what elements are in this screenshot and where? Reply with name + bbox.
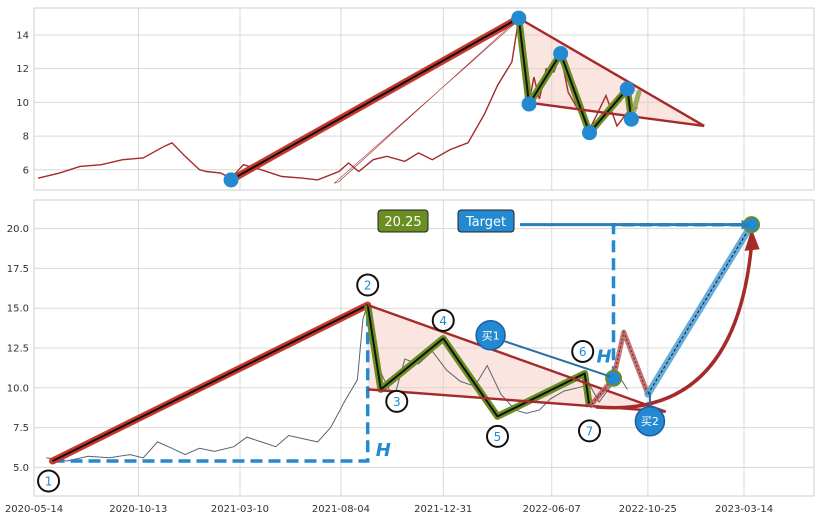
pivot-label-circle [356,273,380,297]
y-tick-label: 10 [16,98,29,109]
x-tick-label: 2021-12-31 [414,504,472,515]
pivot-label-circle [37,469,61,493]
pivot-marker [511,10,527,26]
target-arrow-head [741,219,751,230]
buy2-marker [634,405,666,437]
bottom-panel: 5.0 7.5 10.0 12.5 15.0 17.5 20.0 2020-05-14 2020… [5,199,815,515]
pivot-marker [619,81,635,97]
buy1-pointer [504,340,612,378]
pivot-label: 6 [579,345,587,359]
pivot-marker [553,46,569,61]
y-tick-label: 7.5 [13,423,29,434]
target-label: Target [465,215,506,230]
y-tick-label: 6 [23,165,29,176]
x-tick-label: 2020-10-13 [109,504,167,515]
y-tick-label: 10.0 [7,383,29,394]
pivot-label-circle [431,308,455,332]
curved-arrow [595,244,754,410]
x-tick-label: 2022-06-07 [523,504,581,515]
buy2-label: 买2 [641,415,659,428]
y-tick-label: 20.0 [7,224,29,235]
pivot-label-circle [578,419,602,443]
pivot-marker [223,172,239,188]
pivot-label: 2 [364,279,372,293]
pivot-label-circle [385,389,409,413]
pivot-label-circle [571,339,595,363]
y-tick-label: 8 [23,132,29,143]
pivot-label: 4 [439,314,447,328]
y-tick-label: 15.0 [7,304,29,315]
y-tick-label: 17.5 [7,264,29,275]
x-tick-label: 2023-03-14 [715,504,773,515]
wave-line [366,304,591,418]
height-marker: H [597,346,612,367]
height-marker: H [376,440,391,461]
pivot-label-circle [485,424,509,448]
curved-arrow-head [744,228,760,251]
top-panel: 6 8 10 12 14 [16,7,815,191]
y-tick-label: 12 [16,64,29,75]
value-box [377,209,429,233]
pivot-marker [521,96,537,112]
x-tick-label: 2021-03-10 [211,504,269,515]
pivot-label: 3 [393,395,401,409]
x-tick-label: 2020-05-14 [5,504,63,515]
x-tick-label: 2021-08-04 [312,504,370,515]
pivot-label: 5 [494,430,502,444]
rise-leg-line [52,304,369,462]
target-leg-line [647,224,752,395]
y-tick-label: 14 [16,30,29,41]
pivot-label: 1 [45,474,53,488]
pivot-marker [582,125,598,141]
height-guide-1 [52,305,370,463]
trend-line [367,303,667,413]
y-tick-label: 12.5 [7,344,29,355]
plot-area [33,7,815,191]
trend-line [518,17,705,128]
rise-leg-line [230,17,520,181]
pullback-line [589,330,649,408]
buy1-marker [475,320,506,351]
y-tick-label: 5.0 [13,463,29,474]
pivot-label: 7 [586,424,594,438]
trend-line [526,101,705,128]
target-value-label: 20.25 [384,215,421,230]
target-box [457,209,515,233]
pivot-marker [623,111,639,127]
breakout-marker [605,369,623,387]
buy1-label: 买1 [482,329,500,342]
x-tick-label: 2022-10-25 [619,504,677,515]
